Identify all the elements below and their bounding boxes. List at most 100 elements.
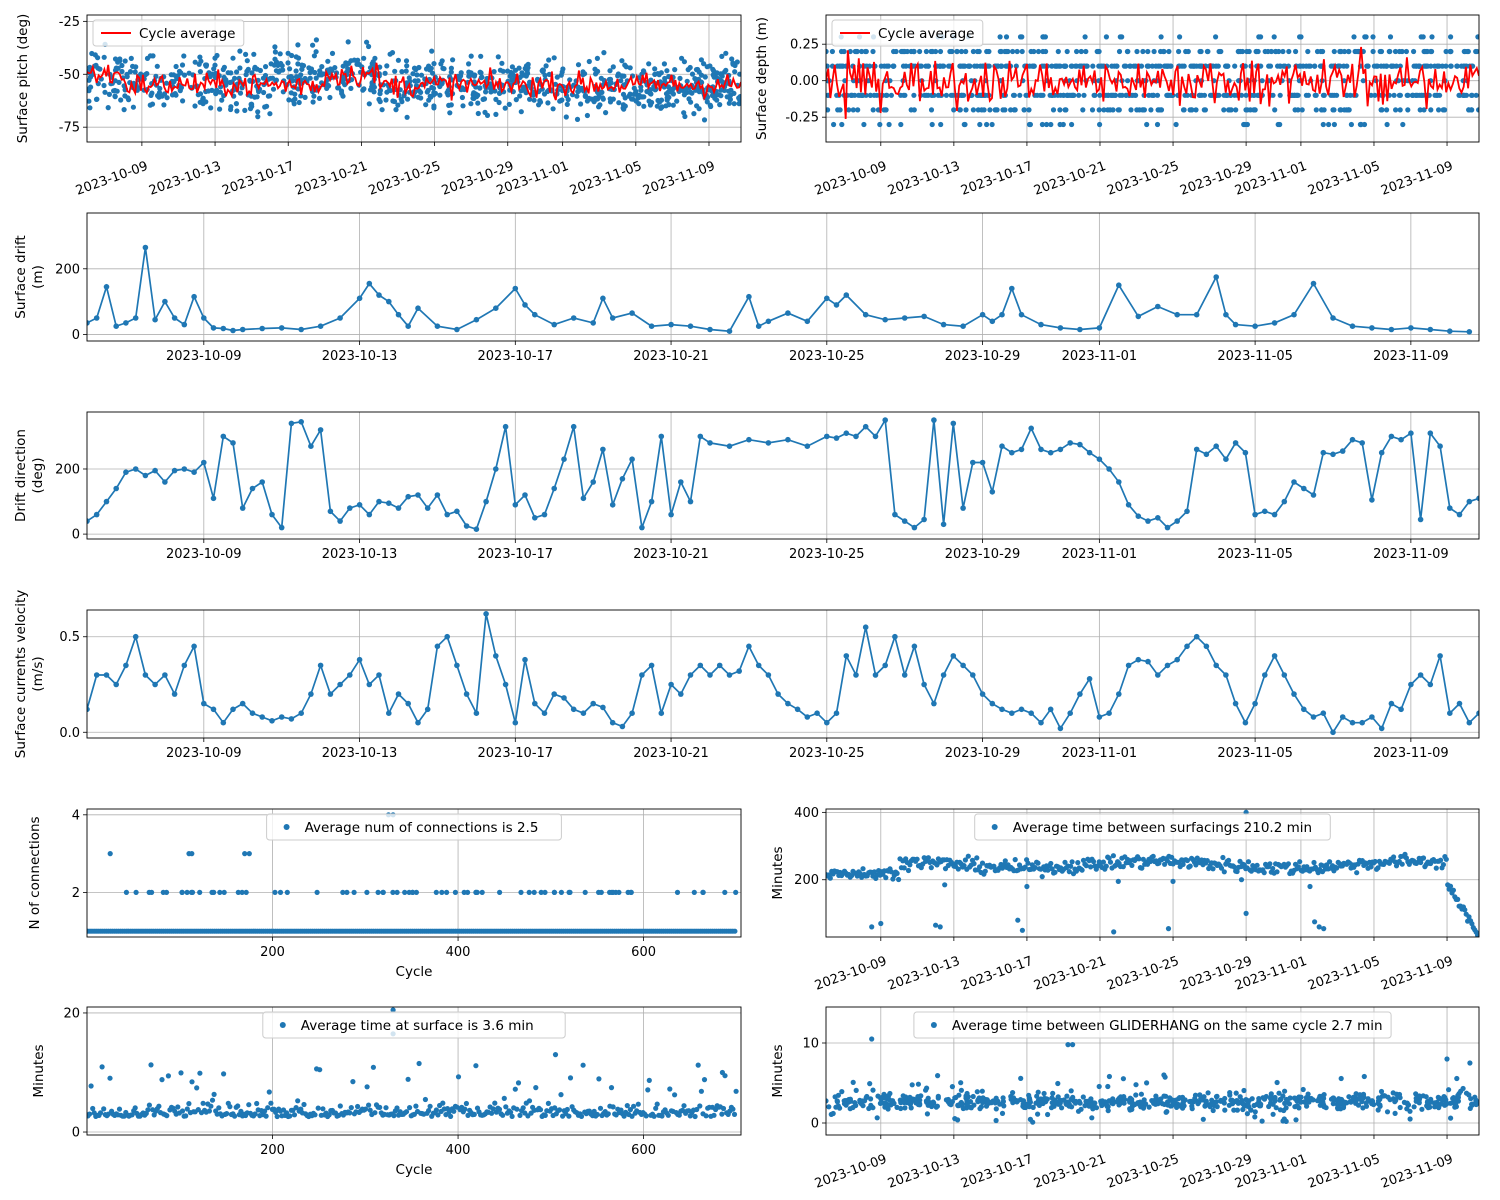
surface-time-point	[224, 1111, 230, 1117]
surfacing-point	[878, 920, 884, 927]
depth-point	[911, 92, 917, 98]
pitch-point	[101, 54, 107, 60]
connection-point	[598, 889, 604, 896]
pitch-point	[413, 66, 419, 73]
y-tick-label: 0	[72, 1126, 80, 1141]
pitch-point	[132, 69, 138, 75]
depth-point	[1207, 92, 1214, 98]
surfacing-point	[1354, 870, 1360, 876]
pitch-point	[574, 116, 581, 122]
gliderhang-point	[1411, 1104, 1417, 1110]
depth-point	[1397, 63, 1403, 69]
surfacing-point	[1032, 865, 1038, 871]
pitch-point	[243, 51, 249, 58]
gliderhang-point	[1146, 1104, 1152, 1110]
gliderhang-point	[1010, 1100, 1016, 1106]
pitch-point	[610, 64, 616, 70]
x-tick-label: 2023-10-13	[147, 159, 223, 199]
depth-point	[1429, 34, 1435, 40]
pitch-point	[361, 55, 367, 61]
depth-point	[1461, 92, 1467, 98]
drift-marker	[1447, 328, 1453, 335]
surface-time-point	[719, 1069, 726, 1076]
velocity-marker	[308, 691, 314, 697]
surface-time-point	[654, 1101, 660, 1107]
velocity-marker	[940, 672, 947, 678]
drift-marker	[570, 315, 577, 321]
connection-point	[123, 889, 129, 896]
y-tick-label: 4	[72, 808, 80, 823]
x-tick-label: 2023-10-25	[789, 547, 865, 562]
direction-marker	[843, 430, 850, 437]
x-axis-label: Cycle	[396, 1162, 433, 1178]
pitch-point	[692, 76, 698, 82]
gliderhang-point	[1258, 1101, 1264, 1107]
velocity-marker	[239, 700, 246, 707]
depth-point	[1312, 63, 1318, 69]
pitch-point	[627, 65, 633, 71]
pitch-point	[672, 67, 678, 73]
surface-time-point	[413, 1103, 419, 1109]
direction-marker	[570, 423, 577, 430]
surface-time-point	[312, 1112, 318, 1118]
depth-point	[1136, 107, 1142, 113]
surfacing-point	[1110, 853, 1116, 859]
drift-marker	[668, 321, 674, 328]
x-tick-label: 2023-10-17	[478, 349, 554, 364]
velocity-marker	[1203, 643, 1210, 650]
surfacing-point	[1075, 860, 1081, 866]
pitch-point	[715, 75, 721, 82]
direction-marker	[1193, 446, 1200, 453]
surfacing-point	[961, 863, 967, 869]
gliderhang-point	[1252, 1109, 1258, 1115]
pitch-point	[348, 85, 354, 91]
depth-point	[1114, 63, 1120, 69]
surface-time-point	[667, 1086, 673, 1092]
velocity-marker	[376, 672, 382, 678]
velocity-marker	[570, 706, 577, 713]
surfacing-point	[962, 857, 969, 863]
pitch-point	[121, 107, 127, 113]
surface-time-point	[268, 1100, 274, 1106]
surface-time-point	[266, 1089, 272, 1095]
depth-point	[1140, 107, 1146, 113]
drift-marker	[600, 295, 606, 302]
pitch-point	[689, 71, 696, 77]
gliderhang-point	[958, 1087, 965, 1093]
pitch-point	[310, 99, 316, 105]
gliderhang-point	[1197, 1092, 1203, 1098]
velocity-marker	[882, 662, 888, 669]
direction-marker	[609, 502, 616, 508]
velocity-marker	[424, 706, 431, 713]
pitch-point	[247, 78, 253, 84]
gliderhang-point	[1353, 1091, 1359, 1097]
velocity-marker	[600, 704, 606, 711]
depth-point	[1456, 92, 1462, 98]
pitch-point	[513, 97, 519, 103]
depth-point	[1198, 63, 1204, 69]
gliderhang-point	[1167, 1095, 1173, 1101]
pitch-point	[701, 61, 707, 67]
depth-point	[1391, 92, 1397, 98]
gliderhang-point	[1375, 1098, 1382, 1104]
velocity-marker	[1427, 681, 1434, 688]
y-tick-label: 200	[55, 462, 80, 477]
depth-point	[1161, 48, 1167, 55]
pitch-point	[666, 94, 672, 100]
depth-point	[1403, 48, 1409, 55]
x-tick-label: 2023-11-09	[1373, 349, 1449, 364]
velocity-marker	[658, 710, 665, 716]
depth-point	[1405, 107, 1411, 113]
direction-marker	[327, 508, 334, 515]
depth-point	[1373, 63, 1380, 69]
surface-time-point	[496, 1106, 503, 1112]
surfacing-point	[982, 868, 988, 874]
depth-point	[1344, 63, 1350, 69]
drift-marker	[298, 326, 305, 333]
surfacing-point	[1090, 858, 1097, 865]
pitch-point	[491, 69, 497, 75]
gliderhang-point	[850, 1104, 856, 1111]
legend-box	[913, 1011, 1392, 1039]
depth-point	[835, 107, 841, 113]
surface-time-point	[189, 1079, 195, 1085]
